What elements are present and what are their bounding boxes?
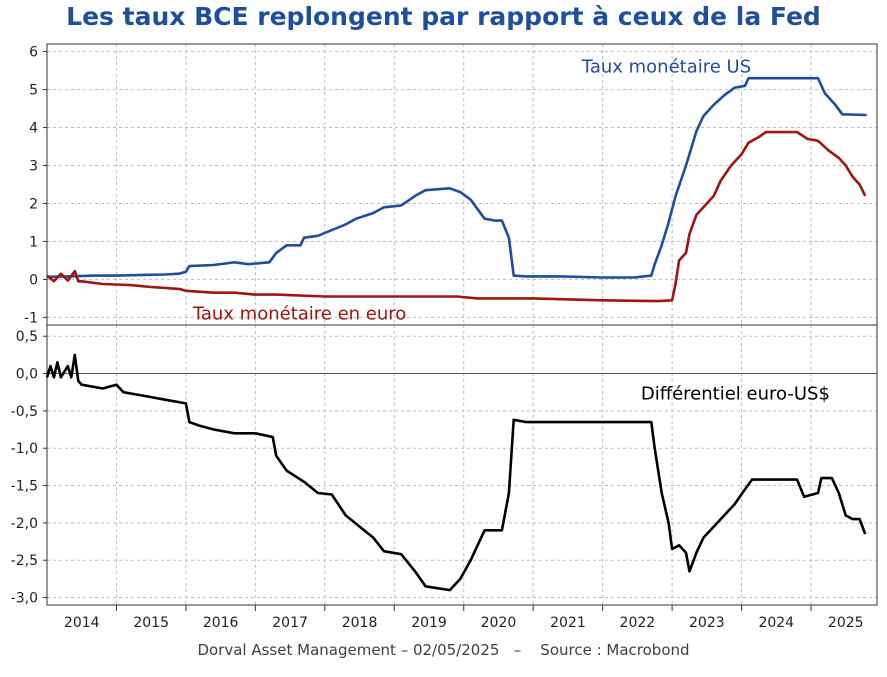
series-line: [45, 353, 867, 592]
series-line: [46, 76, 867, 279]
top-y-tick-label: 5: [29, 83, 38, 99]
x-tick-label: 2024: [758, 615, 794, 631]
bottom-y-tick-label: 0,5: [16, 329, 38, 345]
bottom-y-tick-label: -2,5: [11, 553, 38, 569]
x-tick-label: 2018: [342, 615, 378, 631]
x-tick-label: 2016: [203, 615, 239, 631]
top-y-tick-label: 3: [29, 159, 38, 175]
bottom-y-tick-label: -2,0: [11, 516, 38, 532]
bottom-frame: [46, 324, 878, 606]
footer-source: Dorval Asset Management – 02/05/2025 – S…: [197, 641, 690, 659]
top-y-tick-label: 2: [29, 196, 38, 212]
bottom-y-tick-label: -3,0: [11, 591, 38, 607]
annotation-differential: Différentiel euro-US$: [641, 384, 830, 405]
series-line: [46, 130, 867, 303]
chart-title: Les taux BCE replongent par rapport à ce…: [66, 2, 821, 31]
annotation-us-rate: Taux monétaire US: [581, 56, 751, 77]
x-tick-label: 2023: [689, 615, 725, 631]
bottom-y-tick-label: -0,5: [11, 404, 38, 420]
top-frame: [46, 43, 878, 326]
bottom-y-tick-label: -1,5: [11, 479, 38, 495]
bottom-y-tick-label: 0,0: [16, 367, 38, 383]
x-tick-label: 2020: [481, 615, 517, 631]
x-tick-label: 2022: [620, 615, 656, 631]
x-tick-label: 2025: [828, 615, 864, 631]
top-y-tick-label: 6: [29, 45, 38, 61]
x-tick-label: 2015: [133, 615, 169, 631]
top-y-tick-label: 0: [29, 272, 38, 288]
x-tick-label: 2019: [411, 615, 447, 631]
bottom-panel: 0,5 0,0 -0,5 -1,0 -1,5 -2,0 -2,5 -3,0: [11, 324, 878, 607]
top-y-tick-label: 1: [29, 234, 38, 250]
x-tick-label: 2017: [272, 615, 308, 631]
top-y-tick-label: 4: [29, 121, 38, 137]
x-axis: 2014 2015 2016 2017 2018 2019 2020 2021 2022 2023…: [64, 605, 864, 631]
top-y-tick-label: -1: [24, 310, 38, 326]
annotation-euro-rate: Taux monétaire en euro: [192, 303, 406, 324]
bottom-y-tick-label: -1,0: [11, 441, 38, 457]
x-tick-label: 2021: [550, 615, 586, 631]
top-panel: -1 0 1 2 3 4 5 6: [24, 43, 878, 326]
x-tick-label: 2014: [64, 615, 100, 631]
